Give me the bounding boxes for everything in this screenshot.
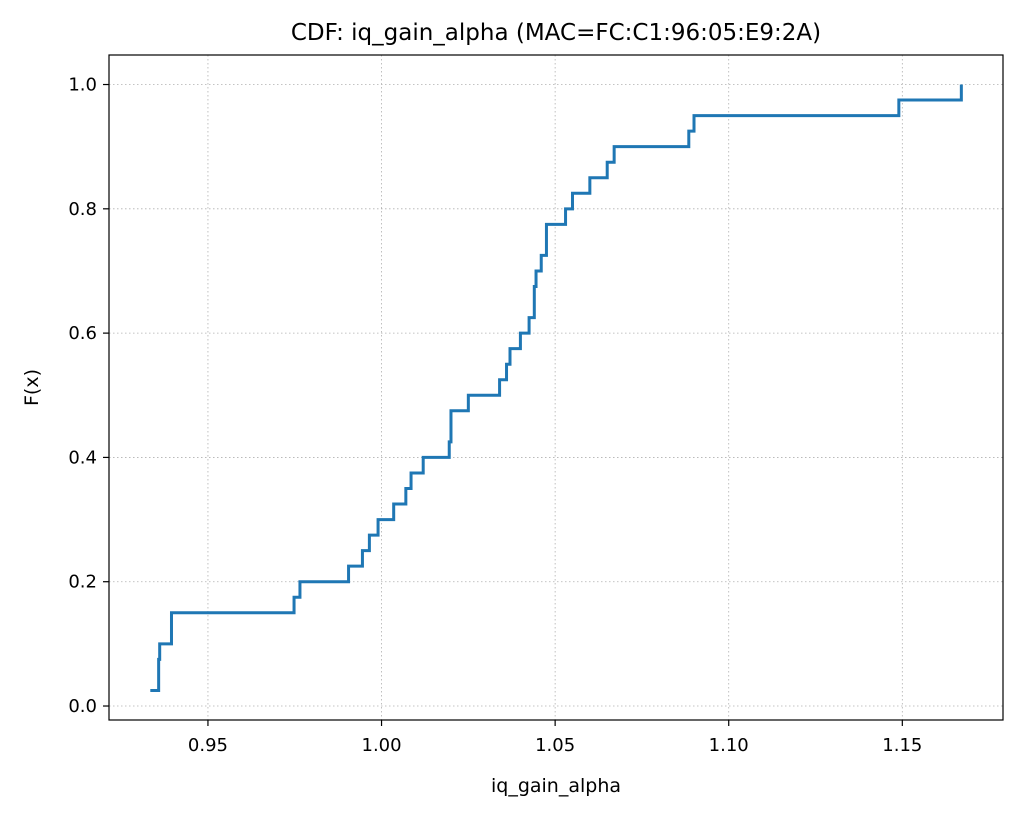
x-axis-label: iq_gain_alpha bbox=[491, 775, 621, 797]
y-tick-label: 0.8 bbox=[68, 199, 97, 220]
x-tick-label: 1.05 bbox=[535, 735, 575, 756]
y-tick-label: 0.4 bbox=[68, 447, 97, 468]
y-tick-label: 0.6 bbox=[68, 323, 97, 344]
plot-frame bbox=[108, 54, 1004, 721]
y-tick-label: 0.2 bbox=[68, 572, 97, 593]
x-tick-label: 1.15 bbox=[882, 735, 922, 756]
y-axis-label: F(x) bbox=[21, 369, 43, 406]
y-tick-label: 0.0 bbox=[68, 696, 97, 717]
cdf-step-line bbox=[150, 84, 963, 692]
x-tick-label: 1.10 bbox=[709, 735, 749, 756]
series-layer bbox=[150, 84, 963, 692]
tick-layer: 0.95 1.00 1.05 1.10 1.15 0.0 0.2 0.4 0.6 0.8 1.0 bbox=[68, 75, 922, 756]
x-tick-label: 0.95 bbox=[188, 735, 228, 756]
grid-layer bbox=[109, 55, 1003, 720]
chart-title: CDF: iq_gain_alpha (MAC=FC:C1:96:05:E9:2… bbox=[291, 20, 821, 46]
y-tick-label: 1.0 bbox=[68, 75, 97, 96]
x-tick-label: 1.00 bbox=[362, 735, 402, 756]
